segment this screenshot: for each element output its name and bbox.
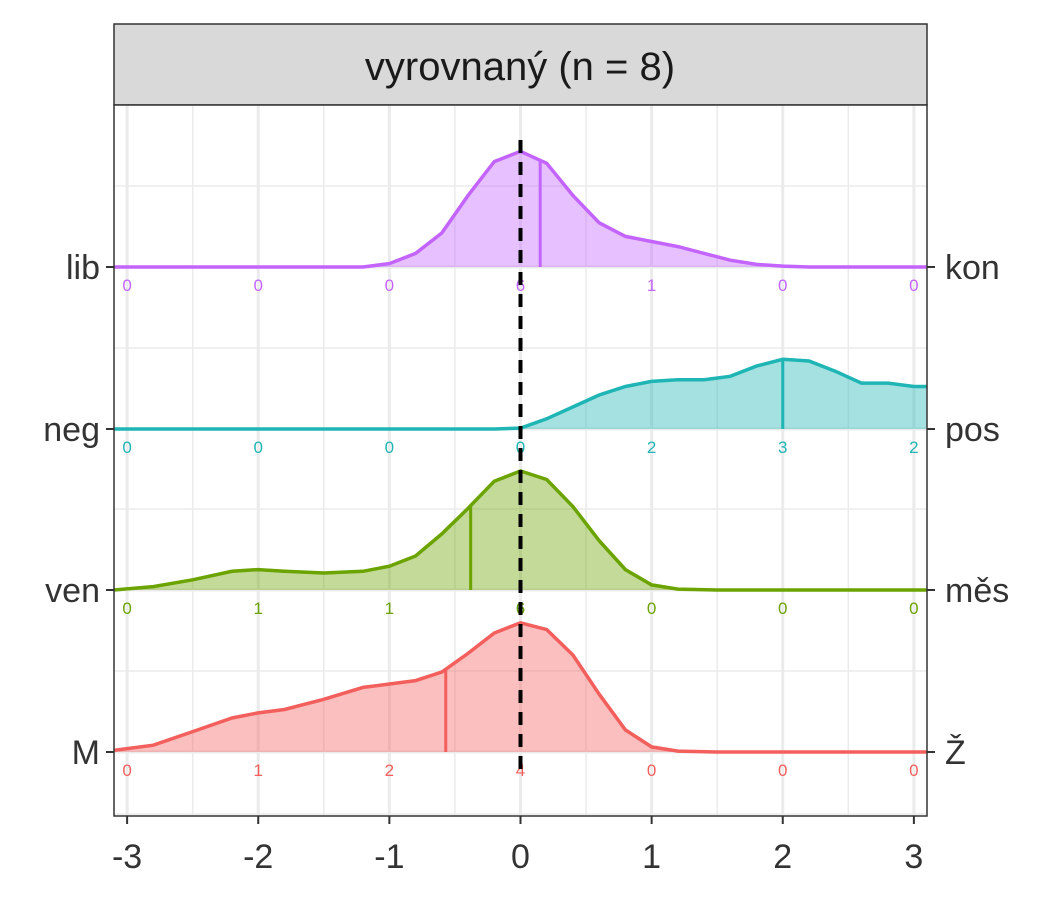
count-label: 2 bbox=[647, 438, 656, 457]
count-label: 3 bbox=[778, 438, 787, 457]
facet-strip bbox=[113, 23, 928, 106]
count-label: 1 bbox=[254, 761, 263, 780]
y-tick-label-left: neg bbox=[43, 411, 100, 449]
count-label: 0 bbox=[254, 438, 263, 457]
y-tick-label-right: Ž bbox=[945, 734, 966, 772]
x-tick-label: -2 bbox=[243, 838, 273, 876]
y-tick-label-right: měs bbox=[945, 572, 1009, 610]
count-label: 4 bbox=[516, 761, 525, 780]
count-label: 0 bbox=[909, 599, 918, 618]
x-tick-label: 0 bbox=[511, 838, 530, 876]
y-tick-label-right: kon bbox=[945, 249, 1000, 287]
count-label: 0 bbox=[254, 276, 263, 295]
count-label: 1 bbox=[647, 276, 656, 295]
count-label: 1 bbox=[254, 599, 263, 618]
density-line bbox=[114, 149, 927, 269]
x-tick-label: 2 bbox=[773, 838, 792, 876]
x-tick-label: 1 bbox=[642, 838, 661, 876]
count-label: 2 bbox=[909, 438, 918, 457]
x-tick-label: 3 bbox=[904, 838, 923, 876]
ridge-neg: 0 0 0 0 2 3 2 bbox=[114, 357, 927, 457]
count-label: 0 bbox=[122, 599, 131, 618]
count-label: 0 bbox=[647, 599, 656, 618]
y-tick-label-left: ven bbox=[45, 572, 100, 610]
y-tick-label-left: lib bbox=[66, 249, 100, 287]
count-label: 2 bbox=[385, 761, 394, 780]
density-line bbox=[113, 620, 927, 754]
density-area bbox=[114, 622, 927, 752]
count-label: 0 bbox=[778, 599, 787, 618]
density-area bbox=[114, 471, 927, 590]
count-label: 0 bbox=[647, 761, 656, 780]
count-label: 1 bbox=[385, 599, 394, 618]
count-label: 0 bbox=[778, 761, 787, 780]
count-label: 0 bbox=[385, 276, 394, 295]
count-label: 0 bbox=[122, 761, 131, 780]
y-tick-label-right: pos bbox=[945, 411, 1000, 449]
chart-title: vyrovnaný (n = 8) bbox=[365, 45, 675, 89]
count-label: 0 bbox=[385, 438, 394, 457]
count-label: 0 bbox=[909, 276, 918, 295]
count-label: 0 bbox=[122, 438, 131, 457]
count-label: 0 bbox=[122, 276, 131, 295]
ridge-M: 0 1 2 4 0 0 0 bbox=[113, 620, 927, 780]
density-line bbox=[114, 357, 927, 431]
count-label: 0 bbox=[516, 438, 525, 457]
count-label: 0 bbox=[778, 276, 787, 295]
y-tick-label-left: M bbox=[72, 734, 100, 772]
count-label: 0 bbox=[909, 761, 918, 780]
density-line bbox=[113, 469, 927, 592]
count-label: 6 bbox=[516, 276, 525, 295]
density-area bbox=[114, 359, 927, 429]
x-tick-label: -3 bbox=[112, 838, 142, 876]
x-tick-label: -1 bbox=[374, 838, 404, 876]
